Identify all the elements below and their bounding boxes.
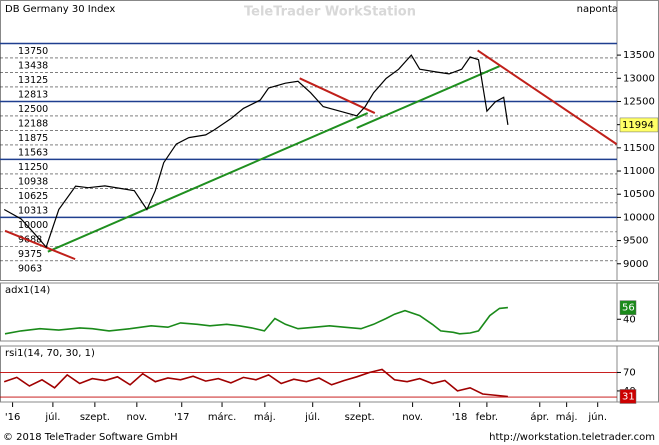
x-tick-label: júl. [304, 411, 320, 423]
trendline [356, 65, 500, 129]
y-tick-label: 11500 [623, 143, 655, 154]
x-tick-label: júl. [44, 411, 60, 423]
last-value-box [619, 300, 637, 315]
level-label: 10938 [18, 176, 48, 187]
interval: naponta [577, 4, 618, 15]
x-tick-label: '17 [174, 412, 189, 423]
x-tick-label: jún. [587, 411, 607, 423]
y-tick-label: 11000 [623, 166, 655, 177]
x-tick-label: nov. [126, 412, 147, 423]
level-label: 13750 [18, 46, 48, 57]
level-label: 9063 [18, 263, 42, 274]
series-line [3, 54, 509, 249]
x-tick-label: szept. [345, 412, 375, 423]
level-label: 9375 [18, 249, 42, 260]
level-label: 13125 [18, 75, 48, 86]
y-tick-label: 13000 [623, 73, 655, 84]
x-tick-label: '18 [452, 412, 467, 423]
copyright: © 2018 TeleTrader Software GmbH [3, 432, 178, 443]
series-line [4, 306, 508, 335]
x-tick-label: szept. [80, 412, 110, 423]
y-tick-label: 40 [623, 314, 636, 325]
level-label: 9688 [18, 234, 42, 245]
trendline [4, 229, 76, 261]
indicator-title: rsi1(14, 70, 30, 1) [5, 348, 95, 359]
trendline [47, 112, 369, 253]
indicator-title: adx1(14) [5, 285, 50, 296]
last-value-label: 31 [622, 391, 635, 402]
level-label: 11875 [18, 133, 48, 144]
y-tick-label: 12500 [623, 96, 655, 107]
x-tick-label: febr. [476, 412, 498, 423]
level-label: 12500 [18, 104, 48, 115]
level-label: 12813 [18, 89, 48, 100]
x-tick-label: nov. [402, 412, 423, 423]
x-tick-label: ápr. [530, 411, 549, 423]
x-tick-label: máj. [254, 411, 276, 423]
y-tick-label: 10000 [623, 212, 655, 223]
level-label: 12188 [18, 118, 48, 129]
last-value-label: 11994 [622, 120, 654, 131]
level-label: 10000 [18, 220, 48, 231]
y-tick-label: 13500 [623, 50, 655, 61]
x-tick-label: máj. [556, 411, 578, 423]
x-tick-label: '16 [5, 412, 20, 423]
x-tick-label: márc. [208, 411, 236, 423]
y-tick-label: 70 [623, 367, 636, 378]
trendline [477, 49, 618, 145]
y-tick-label: 9000 [623, 259, 648, 270]
level-label: 10313 [18, 205, 48, 216]
last-value-label: 56 [622, 303, 635, 314]
url: http://workstation.teletrader.com [489, 432, 655, 443]
y-tick-label: 9500 [623, 236, 648, 247]
level-label: 11563 [18, 147, 48, 158]
level-label: 11250 [18, 162, 48, 173]
last-value-box [619, 117, 659, 133]
watermark: TeleTrader WorkStation [244, 5, 416, 20]
last-value-box [619, 389, 637, 404]
level-label: 10625 [18, 191, 48, 202]
chart-title: DB Germany 30 Index [5, 4, 115, 15]
y-tick-label: 10500 [623, 189, 655, 200]
trendline [299, 77, 376, 114]
level-label: 13438 [18, 60, 48, 71]
series-line [3, 368, 508, 398]
